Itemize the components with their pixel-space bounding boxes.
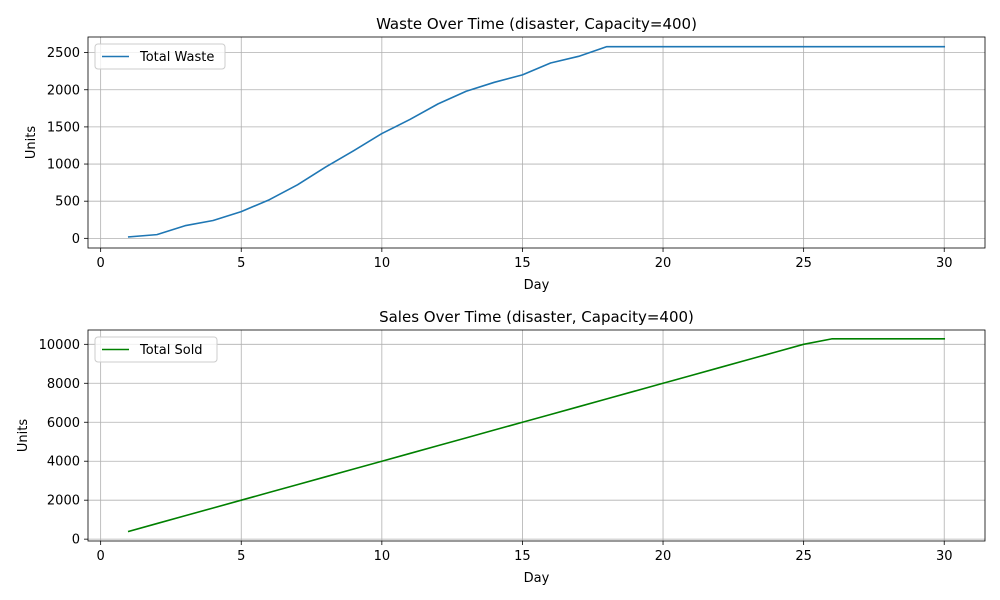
x-tick-label: 0	[97, 549, 105, 564]
y-tick-label: 2500	[47, 46, 80, 61]
y-axis-label: Units	[24, 126, 39, 159]
legend-box	[94, 43, 226, 70]
y-tick-label: 4000	[47, 455, 80, 470]
y-axis-label: Units	[16, 419, 31, 452]
x-tick-label: 20	[655, 256, 672, 271]
x-tick-label: 10	[374, 549, 391, 564]
x-tick-label: 25	[795, 256, 812, 271]
y-tick-label: 6000	[47, 416, 80, 431]
y-tick-label: 1000	[47, 158, 80, 173]
series-line-1	[127, 338, 946, 533]
chart-title: Waste Over Time (disaster, Capacity=400)	[376, 15, 697, 33]
y-tick-label: 1500	[47, 120, 80, 135]
y-tick-label: 2000	[47, 494, 80, 509]
y-tick-label: 0	[72, 232, 80, 247]
axes-frame	[87, 329, 986, 542]
y-tick-label: 0	[72, 533, 80, 548]
y-tick-label: 10000	[39, 338, 80, 353]
x-axis-label: Day	[524, 278, 550, 293]
x-axis-label: Day	[524, 571, 550, 586]
x-tick-label: 25	[795, 549, 812, 564]
chart-2: 0 5 10 15 20 25 30 0 2000 4000 6000 8000 10000 Sales …	[16, 308, 986, 586]
legend: Total Sold	[94, 336, 218, 363]
y-tick-label: 2000	[47, 83, 80, 98]
axes-frame	[87, 36, 986, 249]
x-tick-label: 5	[237, 256, 245, 271]
plot-area	[88, 330, 985, 541]
x-tick-label: 5	[237, 549, 245, 564]
x-tick-label: 15	[514, 549, 531, 564]
series-line-1	[127, 45, 946, 238]
x-tick-label: 30	[936, 256, 953, 271]
y-tick-label: 500	[55, 195, 80, 210]
chart-1: 0 5 10 15 20 25 30 0 500 1000 1500 2000 2500 Waste Ov…	[24, 15, 986, 293]
legend-label: Total Sold	[139, 343, 203, 358]
legend-box	[94, 336, 218, 363]
x-tick-label: 30	[936, 549, 953, 564]
chart-title: Sales Over Time (disaster, Capacity=400)	[379, 308, 694, 326]
legend-label: Total Waste	[139, 50, 214, 65]
x-tick-label: 10	[374, 256, 391, 271]
x-tick-label: 15	[514, 256, 531, 271]
y-tick-label: 8000	[47, 377, 80, 392]
x-tick-label: 20	[655, 549, 672, 564]
legend: Total Waste	[94, 43, 226, 70]
x-tick-label: 0	[97, 256, 105, 271]
